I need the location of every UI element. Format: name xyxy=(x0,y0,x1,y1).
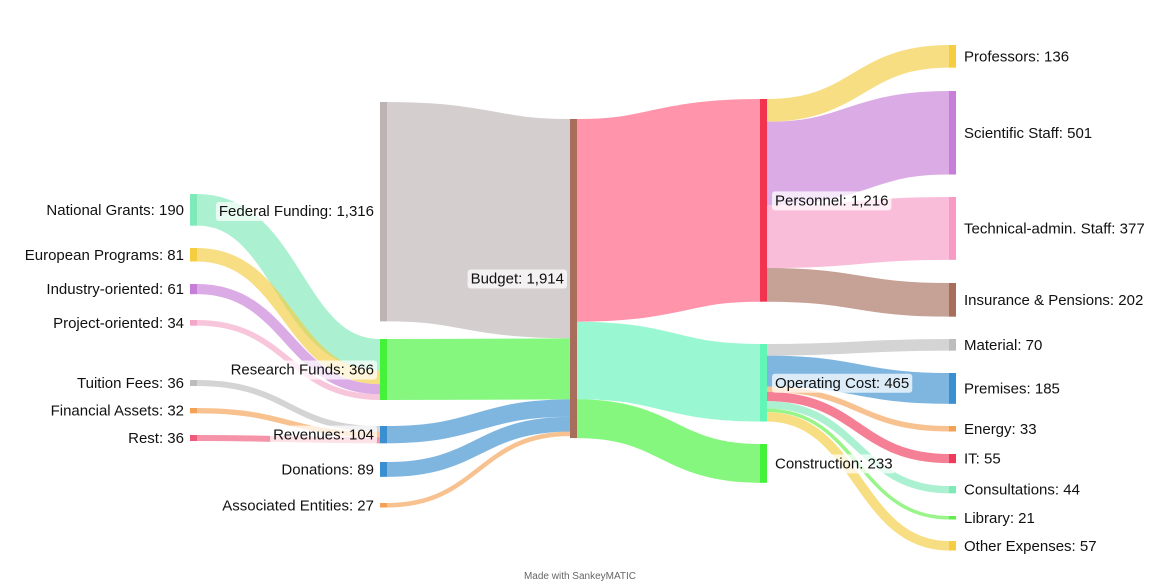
label-personnel: Personnel: 1,216 xyxy=(775,192,888,209)
node-european-programs xyxy=(190,248,197,262)
link-budget-to-construction xyxy=(576,399,761,483)
node-technical-admin-staff xyxy=(949,197,956,260)
node-tuition-fees xyxy=(190,380,197,387)
link-personnel-to-scientific-staff xyxy=(766,90,950,206)
label-bg-revenues xyxy=(270,425,377,445)
label-federal-funding: Federal Funding: 1,316 xyxy=(219,203,374,220)
node-national-grants xyxy=(190,194,197,226)
label-bg-construction xyxy=(772,454,896,474)
link-donations-to-budget xyxy=(386,416,571,477)
label-revenues: Revenues: 104 xyxy=(273,427,374,444)
node-budget xyxy=(570,119,577,439)
node-energy xyxy=(949,426,956,432)
label-construction: Construction: 233 xyxy=(775,455,893,472)
label-bg-operating-cost xyxy=(772,373,913,393)
node-donations xyxy=(380,462,387,477)
node-other-expenses xyxy=(949,541,956,551)
link-operating-cost-to-other-expenses xyxy=(766,412,950,551)
sankey-nodes xyxy=(190,45,956,551)
label-operating-cost: Operating Cost: 465 xyxy=(775,375,909,392)
node-consultations xyxy=(949,486,956,494)
node-federal-funding xyxy=(380,102,387,322)
node-industry-oriented xyxy=(190,284,197,295)
label-industry-oriented: Industry-oriented: 61 xyxy=(46,281,184,298)
link-personnel-to-professors xyxy=(766,45,950,122)
sankey-links xyxy=(195,45,950,551)
label-european-programs: European Programs: 81 xyxy=(25,247,184,264)
link-associated-entities-to-budget xyxy=(386,431,571,508)
label-budget: Budget: 1,914 xyxy=(471,271,564,288)
link-operating-cost-to-consultations xyxy=(766,401,950,494)
node-operating-cost xyxy=(760,344,767,422)
node-scientific-staff xyxy=(949,91,956,175)
label-it: IT: 55 xyxy=(964,451,1001,468)
label-technical-admin-staff: Technical-admin. Staff: 377 xyxy=(964,220,1145,237)
node-rest xyxy=(190,435,197,442)
label-bg-personnel xyxy=(772,191,892,211)
node-research-funds xyxy=(380,339,387,401)
node-it xyxy=(949,454,956,464)
node-personnel xyxy=(760,99,767,302)
sankey-labels: National Grants: 190 European Programs: 8… xyxy=(25,48,1145,554)
node-construction xyxy=(760,444,767,483)
label-library: Library: 21 xyxy=(964,510,1035,527)
label-premises: Premises: 185 xyxy=(964,380,1060,397)
label-insurance-pensions: Insurance & Pensions: 202 xyxy=(964,292,1143,309)
label-project-oriented: Project-oriented: 34 xyxy=(53,315,184,332)
link-project-oriented-to-research-funds xyxy=(196,320,381,401)
node-revenues xyxy=(380,426,387,444)
link-budget-to-operating-cost xyxy=(576,321,761,422)
label-associated-entities: Associated Entities: 27 xyxy=(222,497,374,514)
node-premises xyxy=(949,373,956,404)
node-material xyxy=(949,339,956,351)
node-associated-entities xyxy=(380,503,387,508)
node-project-oriented xyxy=(190,320,197,326)
label-bg-budget xyxy=(467,269,567,289)
label-rest: Rest: 36 xyxy=(128,430,184,447)
link-federal-funding-to-budget xyxy=(385,102,572,339)
node-financial-assets xyxy=(190,408,197,414)
node-library xyxy=(949,516,956,520)
footer-credit: Made with SankeyMATIC xyxy=(524,571,636,582)
label-other-expenses: Other Expenses: 57 xyxy=(964,538,1097,555)
label-financial-assets: Financial Assets: 32 xyxy=(51,403,184,420)
label-material: Material: 70 xyxy=(964,337,1042,354)
label-scientific-staff: Scientific Staff: 501 xyxy=(964,125,1092,142)
label-research-funds: Research Funds: 366 xyxy=(231,362,374,379)
link-industry-oriented-to-research-funds xyxy=(196,283,381,395)
node-insurance-pensions xyxy=(949,283,956,317)
link-revenues-to-budget xyxy=(386,399,571,444)
label-energy: Energy: 33 xyxy=(964,421,1037,438)
label-professors: Professors: 136 xyxy=(964,48,1069,65)
link-operating-cost-to-material xyxy=(766,339,950,356)
node-professors xyxy=(949,45,956,68)
label-consultations: Consultations: 44 xyxy=(964,482,1080,499)
label-tuition-fees: Tuition Fees: 36 xyxy=(77,375,184,392)
label-national-grants: National Grants: 190 xyxy=(46,202,184,219)
link-personnel-to-technical-admin-staff xyxy=(766,197,950,269)
link-operating-cost-to-it xyxy=(766,392,950,464)
label-bg-research-funds xyxy=(227,360,377,380)
label-bg-federal-funding xyxy=(215,202,377,221)
link-budget-to-personnel xyxy=(575,99,762,322)
link-research-funds-to-budget xyxy=(386,338,571,401)
label-donations: Donations: 89 xyxy=(281,461,374,478)
link-personnel-to-insurance-pensions xyxy=(766,268,950,317)
